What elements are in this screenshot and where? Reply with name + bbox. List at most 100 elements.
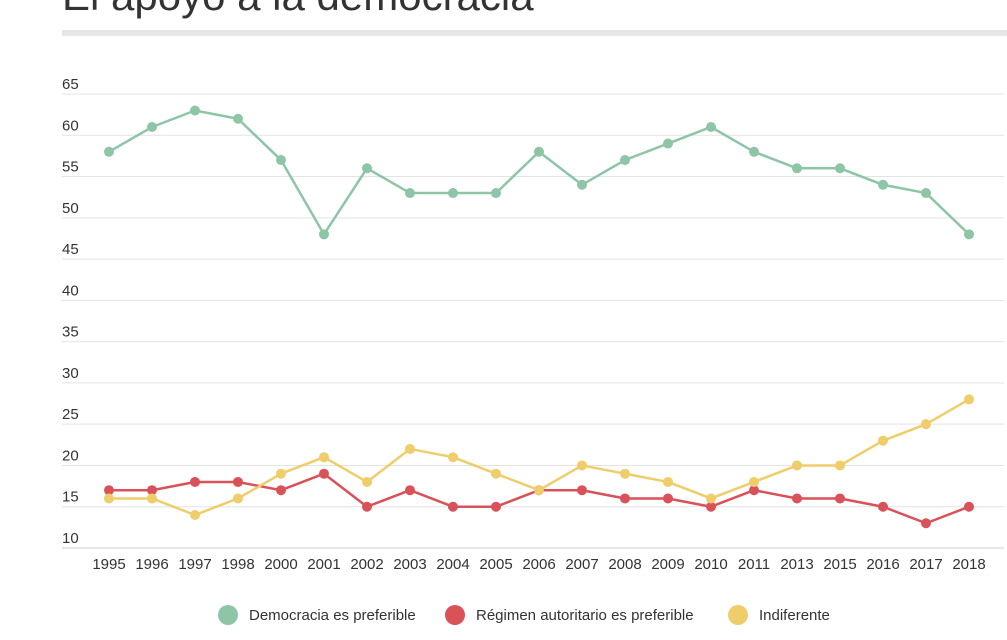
y-tick-label: 55 bbox=[62, 159, 79, 176]
data-point bbox=[577, 179, 587, 190]
y-tick-label: 20 bbox=[62, 447, 79, 464]
x-tick-label: 2005 bbox=[479, 556, 512, 573]
x-tick-label: 2018 bbox=[952, 556, 985, 573]
y-tick-label: 40 bbox=[62, 282, 79, 299]
x-tick-label: 2001 bbox=[307, 556, 340, 573]
data-point bbox=[706, 493, 716, 504]
data-point bbox=[491, 188, 501, 199]
legend-swatch bbox=[218, 605, 238, 625]
data-point bbox=[405, 188, 415, 199]
data-point bbox=[878, 435, 888, 446]
data-point bbox=[749, 485, 759, 496]
data-point bbox=[749, 476, 759, 487]
y-tick-label: 15 bbox=[62, 489, 79, 506]
data-point bbox=[147, 493, 157, 504]
x-tick-label: 2006 bbox=[522, 556, 555, 573]
data-point bbox=[448, 501, 458, 512]
data-point bbox=[491, 468, 501, 479]
legend-swatch bbox=[728, 605, 748, 625]
title-divider bbox=[62, 30, 1007, 36]
data-point bbox=[835, 163, 845, 174]
gridlines bbox=[62, 93, 1004, 549]
data-point bbox=[190, 509, 200, 520]
data-point bbox=[792, 163, 802, 174]
data-point bbox=[792, 493, 802, 504]
x-tick-label: 2017 bbox=[909, 556, 942, 573]
data-point bbox=[362, 476, 372, 487]
data-point bbox=[663, 493, 673, 504]
data-point bbox=[921, 188, 931, 199]
data-point bbox=[233, 476, 243, 487]
data-point bbox=[276, 468, 286, 479]
y-tick-label: 10 bbox=[62, 530, 79, 547]
x-axis-ticks: 1995 1996 1997 1998 2000 2001 2002 2003 2004 2005… bbox=[92, 556, 985, 573]
legend-label: Indiferente bbox=[759, 607, 830, 624]
data-point bbox=[319, 452, 329, 463]
x-tick-label: 1996 bbox=[135, 556, 168, 573]
x-tick-label: 1997 bbox=[178, 556, 211, 573]
data-point bbox=[749, 146, 759, 157]
data-point bbox=[104, 146, 114, 157]
data-point bbox=[276, 485, 286, 496]
data-point bbox=[964, 229, 974, 240]
data-point bbox=[663, 138, 673, 149]
data-point bbox=[104, 485, 114, 496]
data-point bbox=[319, 468, 329, 479]
data-point bbox=[534, 485, 544, 496]
y-tick-label: 65 bbox=[62, 76, 79, 93]
x-tick-label: 2010 bbox=[694, 556, 727, 573]
x-tick-label: 2011 bbox=[738, 556, 770, 573]
series-group bbox=[104, 105, 974, 240]
data-point bbox=[964, 394, 974, 405]
data-point bbox=[878, 501, 888, 512]
data-point bbox=[577, 460, 587, 471]
y-axis-ticks: 10 15 20 25 30 35 40 45 50 55 60 65 bbox=[62, 76, 79, 547]
x-tick-label: 2003 bbox=[393, 556, 426, 573]
data-point bbox=[405, 485, 415, 496]
data-point bbox=[835, 460, 845, 471]
y-tick-label: 30 bbox=[62, 365, 79, 382]
data-point bbox=[663, 476, 673, 487]
data-point bbox=[362, 163, 372, 174]
data-point bbox=[878, 179, 888, 190]
legend: Democracia es preferible Régimen autorita… bbox=[218, 605, 830, 625]
x-tick-label: 2000 bbox=[264, 556, 297, 573]
x-tick-label: 2002 bbox=[350, 556, 383, 573]
data-point bbox=[964, 501, 974, 512]
series-lines bbox=[104, 105, 974, 529]
x-tick-label: 2013 bbox=[780, 556, 813, 573]
x-tick-label: 1998 bbox=[221, 556, 254, 573]
x-tick-label: 2007 bbox=[565, 556, 598, 573]
y-tick-label: 35 bbox=[62, 324, 79, 341]
data-point bbox=[319, 229, 329, 240]
legend-label: Régimen autoritario es preferible bbox=[476, 607, 694, 624]
data-point bbox=[792, 460, 802, 471]
chart-title: El apoyo a la democracia bbox=[62, 0, 534, 20]
data-point bbox=[921, 419, 931, 430]
data-point bbox=[147, 122, 157, 133]
data-point bbox=[233, 493, 243, 504]
data-point bbox=[534, 146, 544, 157]
data-point bbox=[233, 113, 243, 124]
data-point bbox=[706, 122, 716, 133]
data-point bbox=[147, 485, 157, 496]
data-point bbox=[190, 476, 200, 487]
y-tick-label: 25 bbox=[62, 406, 79, 423]
data-point bbox=[835, 493, 845, 504]
data-point bbox=[405, 443, 415, 454]
data-point bbox=[921, 518, 931, 529]
x-tick-label: 2004 bbox=[436, 556, 469, 573]
data-point bbox=[448, 188, 458, 199]
y-tick-label: 50 bbox=[62, 200, 79, 217]
series-group bbox=[104, 394, 974, 520]
data-point bbox=[620, 468, 630, 479]
y-tick-label: 45 bbox=[62, 241, 79, 258]
x-tick-label: 2009 bbox=[651, 556, 684, 573]
data-point bbox=[104, 493, 114, 504]
data-point bbox=[190, 105, 200, 116]
x-tick-label: 2015 bbox=[823, 556, 856, 573]
data-point bbox=[448, 452, 458, 463]
data-point bbox=[706, 501, 716, 512]
legend-swatch bbox=[445, 605, 465, 625]
